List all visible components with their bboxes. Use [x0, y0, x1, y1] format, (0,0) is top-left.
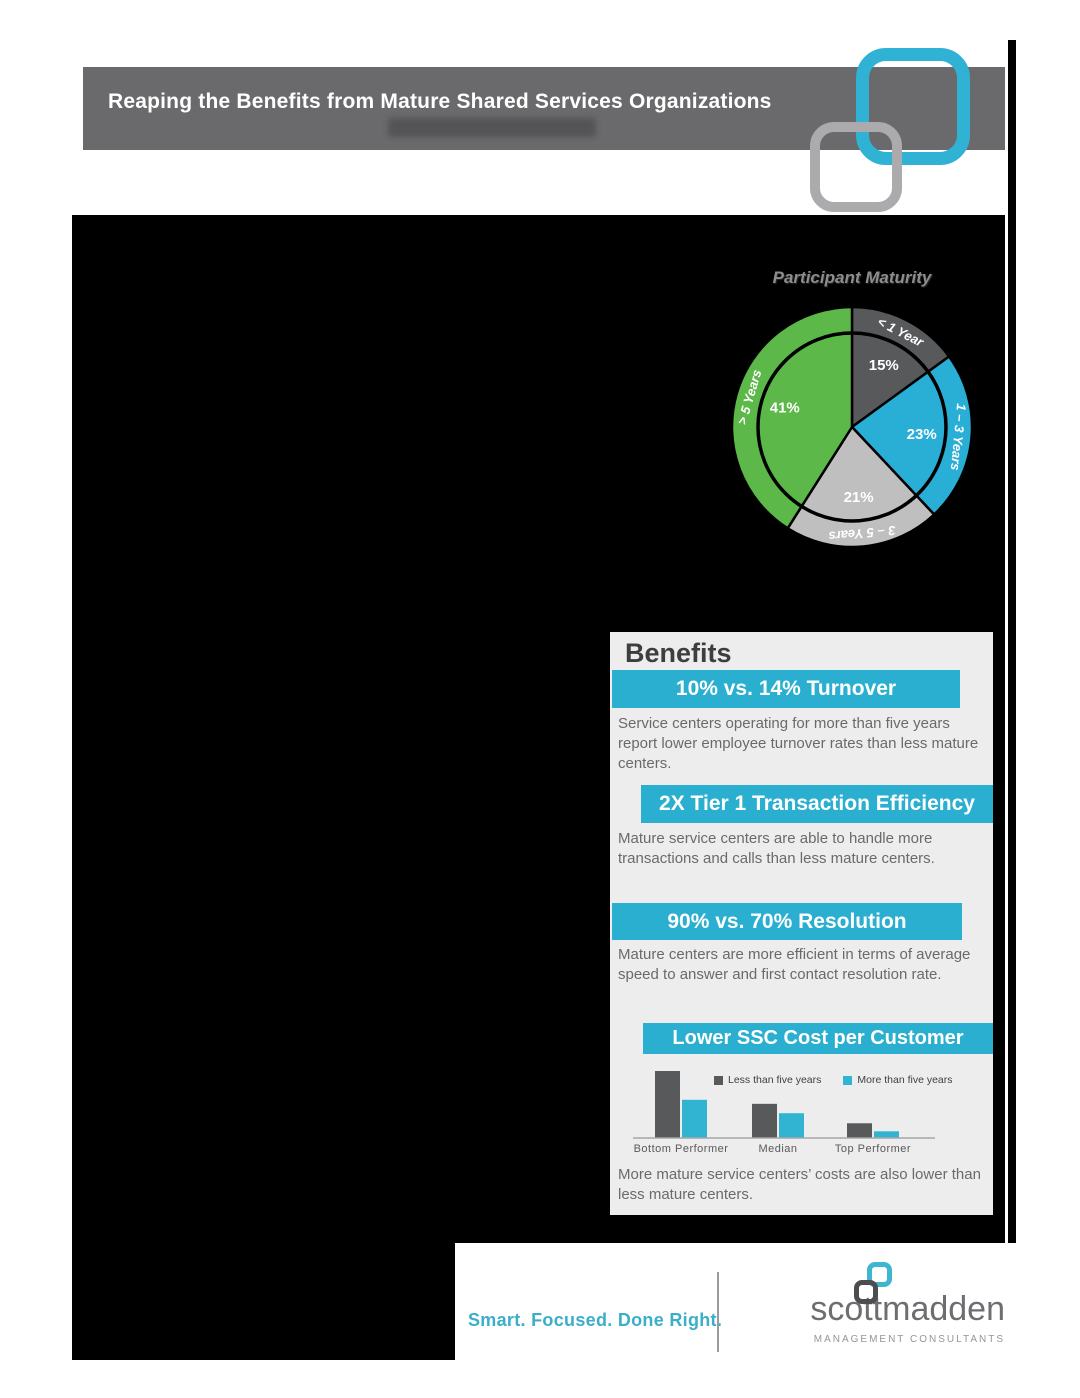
bar	[655, 1071, 680, 1138]
legend-item-more-than-five: More than five years	[843, 1074, 953, 1086]
header-band: Reaping the Benefits from Mature Shared …	[83, 67, 1005, 150]
bar	[779, 1113, 804, 1138]
legend-swatch-cyan-icon	[843, 1075, 853, 1085]
bar-chart-legend: Less than five years More than five year…	[714, 1074, 953, 1086]
bar-category-label: Bottom Performer	[634, 1143, 729, 1155]
faint-subtitle-smudge	[388, 118, 596, 137]
pie-percent-label: 21%	[844, 489, 874, 506]
benefit-text-ssc-cost: More mature service centers’ costs are a…	[618, 1166, 981, 1203]
bar-category-label: Median	[758, 1143, 797, 1155]
pie-ring-label: 3 – 5 Years	[828, 523, 896, 544]
pie-percent-label: 23%	[907, 426, 937, 443]
bar	[752, 1103, 777, 1138]
bar	[682, 1099, 707, 1138]
redacted-content-block-lower	[72, 1243, 455, 1360]
legend-swatch-dark-icon	[714, 1075, 723, 1085]
bar	[874, 1131, 899, 1138]
pie-slice	[730, 305, 854, 531]
benefits-panel: Benefits 10% vs. 14% Turnover Service ce…	[610, 632, 993, 1215]
right-page-rule	[1008, 40, 1016, 1243]
footer-divider	[717, 1272, 719, 1352]
pie-ring-label: 1 – 3 Years	[948, 403, 969, 471]
benefits-heading: Benefits	[625, 638, 732, 668]
benefit-banner-resolution: 90% vs. 70% Resolution	[612, 903, 962, 940]
brand-subtitle: MANAGEMENT CONSULTANTS	[813, 1334, 1005, 1345]
ssc-cost-bar-chart: Bottom Performer Median Top Performer	[633, 1071, 935, 1155]
bar-category-label: Top Performer	[835, 1143, 911, 1155]
pie-percent-label: 41%	[770, 400, 800, 417]
legend-item-less-than-five: Less than five years	[714, 1074, 821, 1086]
pie-inner-ring	[756, 331, 948, 523]
page-title: Reaping the Benefits from Mature Shared …	[108, 90, 772, 113]
header-logo-gray-square-icon	[810, 122, 902, 212]
footer-logo-teal-square-icon	[867, 1262, 892, 1287]
footer-logo-gray-square-icon	[854, 1280, 878, 1304]
pie-chart-title: Participant Maturity	[772, 268, 932, 287]
header-logo-teal-square-icon	[856, 48, 970, 165]
benefit-text-resolution: Mature centers are more efficient in ter…	[618, 946, 971, 983]
benefit-banner-ssc-cost: Lower SSC Cost per Customer	[643, 1023, 993, 1054]
benefit-banner-turnover: 10% vs. 14% Turnover	[612, 670, 960, 708]
bar	[847, 1123, 872, 1138]
legend-label: Less than five years	[728, 1074, 822, 1086]
legend-label: More than five years	[857, 1074, 953, 1086]
benefit-banner-transaction-efficiency: 2X Tier 1 Transaction Efficiency	[641, 785, 993, 823]
benefit-text-transaction-efficiency: Mature service centers are able to handl…	[618, 830, 935, 867]
benefit-text-turnover: Service centers operating for more than …	[618, 715, 979, 772]
footer-tagline: Smart. Focused. Done Right.	[468, 1310, 723, 1330]
pie-percent-label: 15%	[869, 357, 899, 374]
brand-name: scottmadden	[810, 1290, 1005, 1328]
